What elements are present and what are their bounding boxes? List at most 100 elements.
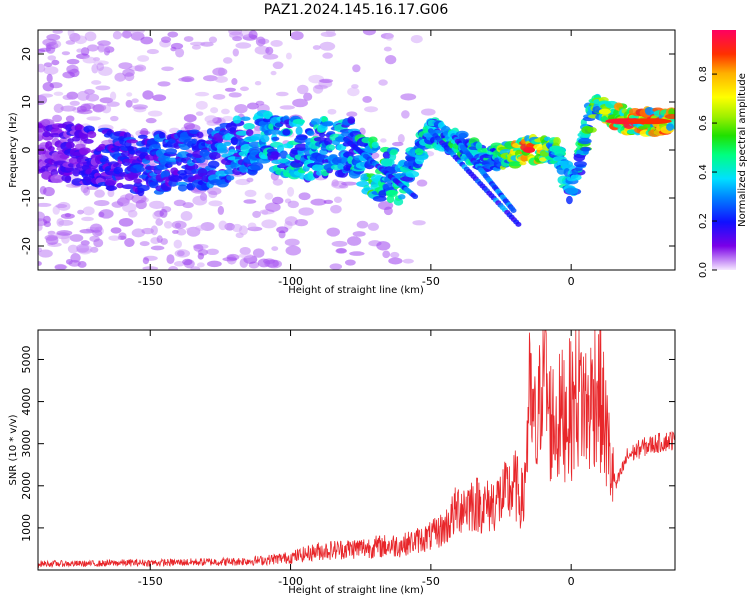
heatmap-cell xyxy=(65,115,75,123)
heatmap-cell xyxy=(382,151,391,160)
heatmap-cell xyxy=(120,151,131,157)
heatmap-cell xyxy=(378,79,388,86)
heatmap-cell xyxy=(182,202,194,209)
heatmap-cell xyxy=(367,222,379,231)
heatmap-cell xyxy=(533,143,546,150)
colorbar: 0.0 0.2 0.4 0.6 0.8 Normalized spectral ampl… xyxy=(698,30,748,278)
heatmap-cell xyxy=(74,35,87,45)
heatmap-cell xyxy=(362,95,373,103)
heatmap-cell xyxy=(390,148,398,156)
heatmap-cell xyxy=(110,227,122,234)
heatmap-cell xyxy=(52,205,60,215)
heatmap-cell xyxy=(210,107,219,114)
heatmap-cell xyxy=(245,129,254,137)
heatmap-cell xyxy=(554,151,566,157)
heatmap-cell xyxy=(99,209,114,219)
heatmap-cell xyxy=(96,62,105,71)
heatmap-cell xyxy=(566,195,573,205)
heatmap-cell xyxy=(222,57,233,64)
heatmap-cell xyxy=(627,118,672,125)
heatmap-cell xyxy=(208,36,218,44)
heatmap-cell xyxy=(294,218,309,227)
heatmap-cell xyxy=(262,110,273,120)
heatmap-cell xyxy=(246,102,259,110)
heatmap-cell xyxy=(290,160,304,168)
heatmap-cell xyxy=(38,48,46,53)
heatmap-cell xyxy=(207,160,220,169)
heatmap-cell xyxy=(266,259,282,269)
heatmap-cell xyxy=(131,194,147,204)
heatmap-cell xyxy=(250,162,264,171)
heatmap-cell xyxy=(327,108,337,115)
heatmap-cell xyxy=(378,190,387,198)
heatmap-cell xyxy=(262,118,272,123)
heatmap-cell xyxy=(42,131,51,138)
snr-x-ticks: -150 -100 -50 0 xyxy=(138,330,575,588)
heatmap-cell xyxy=(298,207,314,216)
heatmap-cell xyxy=(571,169,579,176)
spectrogram-y-tick-label: 20 xyxy=(20,47,33,61)
heatmap-cell xyxy=(87,130,97,139)
heatmap-cell xyxy=(580,146,591,152)
heatmap-cell xyxy=(112,162,122,168)
heatmap-cell xyxy=(509,160,523,167)
heatmap-cell xyxy=(243,122,255,130)
heatmap-cell xyxy=(56,230,73,236)
heatmap-cell xyxy=(348,118,355,124)
heatmap-cell xyxy=(385,32,394,41)
heatmap-cell xyxy=(62,71,75,79)
spectrogram-y-axis-label: Frequency (Hz) xyxy=(8,112,19,188)
heatmap-cell xyxy=(43,66,59,75)
heatmap-cell xyxy=(86,116,101,121)
heatmap-cell xyxy=(110,115,119,122)
heatmap-cell xyxy=(174,222,182,229)
heatmap-cell xyxy=(217,205,225,215)
heatmap-cell xyxy=(212,94,226,100)
heatmap-cell xyxy=(264,192,274,200)
heatmap-cell xyxy=(335,248,348,254)
heatmap-cell xyxy=(38,63,46,73)
colorbar-tick-label: 0.0 xyxy=(698,262,709,278)
heatmap-cell xyxy=(203,75,218,82)
heatmap-cell xyxy=(172,229,179,234)
heatmap-cell xyxy=(230,136,238,146)
heatmap-cell xyxy=(67,244,79,254)
heatmap-cell xyxy=(246,177,254,183)
heatmap-cell xyxy=(337,163,345,170)
heatmap-cell xyxy=(65,40,76,45)
snr-series-line xyxy=(38,330,675,569)
heatmap-cell xyxy=(105,178,117,187)
heatmap-cell xyxy=(147,110,163,117)
heatmap-cell xyxy=(389,251,400,259)
heatmap-cell xyxy=(222,257,238,262)
heatmap-cell xyxy=(195,100,208,110)
heatmap-cell xyxy=(290,31,304,41)
heatmap-cell xyxy=(243,199,257,204)
spectrogram-y-tick-label: -10 xyxy=(20,189,33,207)
heatmap-cell xyxy=(261,219,277,229)
heatmap-cell xyxy=(239,86,249,92)
heatmap-cell xyxy=(272,178,284,186)
heatmap-cell xyxy=(319,78,334,83)
heatmap-cell xyxy=(132,104,148,110)
heatmap-cell xyxy=(119,194,131,204)
heatmap-cell xyxy=(208,200,223,207)
heatmap-cell xyxy=(82,206,95,216)
heatmap-cell xyxy=(458,132,468,139)
heatmap-cell xyxy=(191,138,198,144)
heatmap-cell xyxy=(400,176,414,182)
heatmap-cell xyxy=(157,81,171,87)
heatmap-cell xyxy=(97,44,111,52)
heatmap-cell xyxy=(397,194,406,200)
heatmap-cell xyxy=(43,221,51,228)
heatmap-cell xyxy=(133,178,143,184)
heatmap-cell xyxy=(239,258,249,268)
heatmap-cell xyxy=(168,266,179,270)
heatmap-cell xyxy=(194,91,210,97)
heatmap-cell xyxy=(185,227,201,232)
heatmap-cell xyxy=(50,174,64,184)
heatmap-cell xyxy=(192,195,208,206)
heatmap-cell xyxy=(319,132,326,138)
heatmap-cell xyxy=(66,58,80,65)
heatmap-cell xyxy=(391,141,404,147)
